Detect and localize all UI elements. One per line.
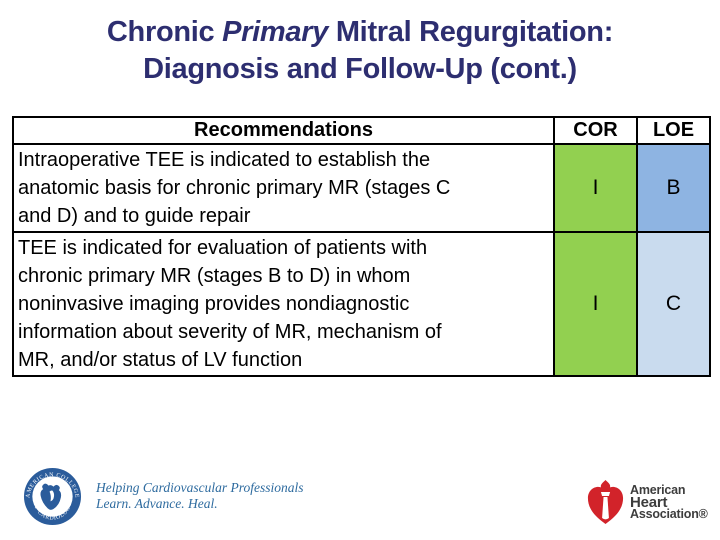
acc-tagline: Helping Cardiovascular Professionals Lea… <box>96 480 304 512</box>
aha-word-american: American <box>630 483 686 497</box>
loe-cell: C <box>636 231 711 377</box>
aha-logo: American Heart Association® <box>585 479 720 529</box>
acc-heart-icon <box>40 483 62 510</box>
loe-cell: B <box>636 143 711 233</box>
aha-word-heart: Heart <box>630 493 668 511</box>
title-part-post: Mitral Regurgitation: <box>335 16 614 48</box>
table-row: Intraoperative TEE is indicated to estab… <box>12 143 711 233</box>
aha-wordmark: American Heart Association® <box>630 483 720 521</box>
acc-seal-logo: AMERICAN COLLEGE OF CARDIOLOGY <box>23 467 82 526</box>
acc-tagline-line2: Learn. Advance. Heal. <box>96 496 218 511</box>
cor-cell: I <box>553 143 638 233</box>
header-cor: COR <box>553 116 638 145</box>
slide-title: Chronic Primary Mitral Regurgitation: Di… <box>0 14 720 88</box>
aha-word-association: Association® <box>630 507 708 521</box>
aha-heart-icon <box>587 480 624 524</box>
recommendations-table: Recommendations COR LOE Intraoperative T… <box>12 116 711 377</box>
header-loe: LOE <box>636 116 711 145</box>
title-part-pre: Chronic <box>106 16 215 48</box>
table-header-row: Recommendations COR LOE <box>12 116 711 145</box>
table-row: TEE is indicated for evaluation of patie… <box>12 231 711 377</box>
cor-cell: I <box>553 231 638 377</box>
slide-title-line1: Chronic Primary Mitral Regurgitation: <box>0 14 720 51</box>
recommendation-text: Intraoperative TEE is indicated to estab… <box>12 143 555 233</box>
acc-tagline-line1: Helping Cardiovascular Professionals <box>96 480 304 495</box>
slide-title-line2: Diagnosis and Follow-Up (cont.) <box>143 53 577 85</box>
recommendation-text: TEE is indicated for evaluation of patie… <box>12 231 555 377</box>
header-recommendations: Recommendations <box>12 116 555 145</box>
title-part-italic: Primary <box>222 16 329 48</box>
